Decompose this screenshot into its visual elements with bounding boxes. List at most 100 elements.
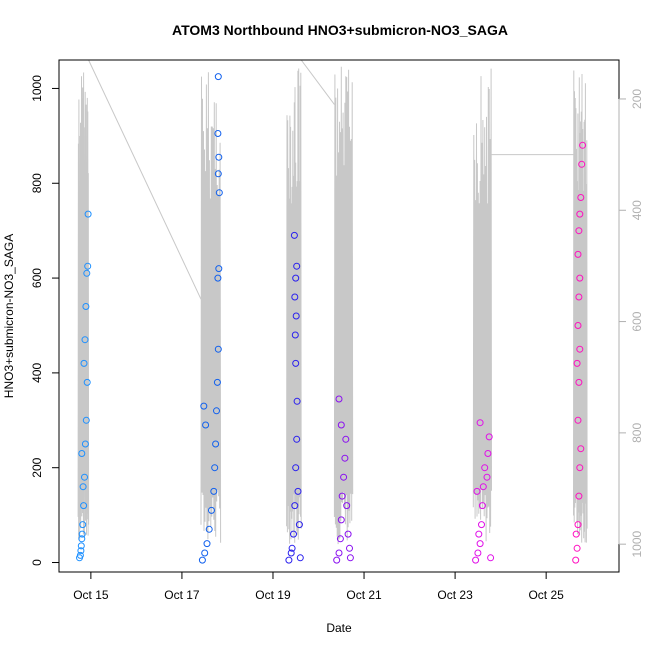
data-point bbox=[481, 464, 489, 472]
data-point bbox=[292, 312, 300, 320]
data-point bbox=[293, 397, 301, 405]
data-point bbox=[295, 521, 303, 529]
data-point bbox=[343, 502, 351, 510]
data-point bbox=[82, 416, 90, 424]
data-point bbox=[574, 521, 582, 529]
pressure-trace-group bbox=[77, 60, 588, 545]
pressure-trace-4 bbox=[472, 68, 492, 542]
data-point bbox=[487, 554, 495, 562]
data-point bbox=[84, 210, 92, 218]
data-point bbox=[576, 274, 584, 282]
data-point bbox=[78, 530, 86, 538]
data-point bbox=[77, 542, 85, 550]
data-point bbox=[215, 189, 223, 197]
data-point bbox=[81, 440, 89, 448]
data-point bbox=[80, 359, 88, 367]
data-point bbox=[578, 160, 586, 168]
data-point bbox=[214, 170, 222, 178]
data-point bbox=[293, 262, 301, 270]
data-point bbox=[577, 445, 585, 453]
data-point bbox=[335, 395, 343, 403]
data-point bbox=[78, 535, 86, 543]
data-point bbox=[338, 492, 346, 500]
data-point bbox=[341, 454, 349, 462]
data-point bbox=[215, 265, 223, 273]
data-point bbox=[575, 492, 583, 500]
data-point bbox=[203, 540, 211, 548]
data-point bbox=[208, 506, 215, 514]
data-point bbox=[576, 464, 584, 472]
data-point bbox=[292, 359, 300, 367]
data-point bbox=[79, 483, 87, 491]
data-point bbox=[337, 421, 345, 429]
y-axis-label: HNO3+submicron-NO3_SAGA bbox=[2, 234, 16, 398]
data-point bbox=[572, 530, 580, 538]
data-point bbox=[291, 331, 299, 339]
data-point bbox=[81, 336, 89, 344]
data-point bbox=[205, 525, 213, 533]
series-4 bbox=[472, 419, 495, 564]
data-point bbox=[575, 293, 583, 301]
y-tick-label: 200 bbox=[30, 457, 44, 477]
data-point bbox=[346, 544, 353, 552]
data-point bbox=[198, 556, 206, 564]
data-point bbox=[81, 473, 88, 481]
y-axis: 0 200 400 600 800 1000 bbox=[30, 75, 60, 566]
data-point bbox=[575, 378, 583, 386]
pressure-trace-3 bbox=[333, 66, 354, 545]
data-point bbox=[574, 250, 582, 258]
x-tick-label: Oct 23 bbox=[437, 588, 473, 602]
data-point bbox=[79, 521, 87, 529]
data-point bbox=[479, 483, 487, 491]
data-point bbox=[572, 556, 580, 564]
data-point bbox=[342, 435, 350, 443]
data-point bbox=[291, 293, 299, 301]
y2-axis: 200 400 600 800 1000 bbox=[618, 89, 644, 558]
data-point bbox=[576, 210, 584, 218]
data-point bbox=[214, 274, 222, 282]
series-3 bbox=[333, 395, 354, 564]
y2-tick-label: 600 bbox=[630, 311, 644, 331]
data-point bbox=[210, 487, 218, 495]
data-point bbox=[83, 269, 91, 277]
series-2 bbox=[285, 231, 304, 564]
data-point bbox=[287, 549, 295, 557]
pressure-trace-1 bbox=[200, 72, 222, 543]
data-point bbox=[337, 516, 345, 524]
data-point bbox=[340, 473, 348, 481]
data-point bbox=[335, 549, 343, 557]
data-point bbox=[473, 487, 481, 495]
y2-tick-label: 400 bbox=[630, 200, 644, 220]
data-point bbox=[78, 450, 86, 457]
data-point bbox=[474, 549, 482, 557]
x-tick-label: Oct 19 bbox=[255, 588, 291, 602]
data-point bbox=[291, 502, 299, 510]
pressure-ferry-1 bbox=[300, 60, 335, 105]
data-point bbox=[84, 262, 92, 270]
data-point bbox=[77, 547, 85, 555]
y2-tick-label: 200 bbox=[630, 89, 644, 109]
data-point bbox=[344, 530, 352, 538]
data-point bbox=[292, 274, 300, 282]
y-tick-label: 1000 bbox=[30, 75, 44, 102]
x-tick-label: Oct 15 bbox=[73, 588, 109, 602]
pressure-trace-0 bbox=[77, 72, 90, 540]
data-point bbox=[475, 530, 483, 538]
data-point bbox=[478, 502, 486, 510]
series-0 bbox=[76, 210, 92, 562]
data-point bbox=[212, 440, 220, 448]
data-point bbox=[213, 378, 221, 386]
data-point bbox=[215, 153, 223, 161]
x-axis: Oct 15 Oct 17 Oct 19 Oct 21 Oct 23 Oct 25 bbox=[73, 571, 564, 602]
data-point bbox=[296, 554, 304, 562]
y-tick-label: 400 bbox=[30, 363, 44, 383]
y2-tick-label: 1000 bbox=[630, 531, 644, 558]
data-point bbox=[346, 554, 354, 562]
y-tick-label: 0 bbox=[30, 559, 44, 566]
data-point bbox=[290, 231, 298, 239]
y2-tick-label: 800 bbox=[630, 423, 644, 443]
data-point bbox=[293, 435, 301, 443]
data-point bbox=[200, 402, 208, 410]
data-point bbox=[577, 194, 585, 201]
